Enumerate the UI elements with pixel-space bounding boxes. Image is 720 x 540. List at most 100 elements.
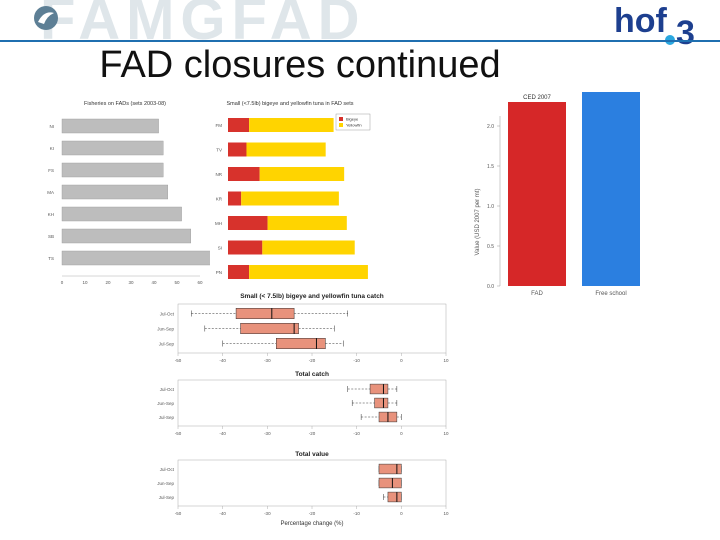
total-catch-boxplot: Total catch Jul-Oct Jun-Sep Jul-Sep -50 -40 -3… bbox=[157, 371, 449, 436]
x-tick-label: 50 bbox=[174, 280, 180, 285]
x-tick-label: -50 bbox=[175, 358, 182, 363]
bigeye-bar bbox=[228, 240, 263, 255]
legend-swatch bbox=[339, 117, 343, 121]
category-label: Jun-Sep bbox=[157, 401, 174, 406]
bigeye-bar bbox=[228, 142, 247, 157]
x-tick-label: -20 bbox=[309, 431, 316, 436]
boxplot-title: Total value bbox=[295, 451, 329, 458]
category-label: Jul-Oct bbox=[160, 467, 175, 472]
header-accent-line bbox=[0, 40, 720, 42]
x-tick-label: 60 bbox=[197, 280, 203, 285]
legend-label: Bigeye bbox=[346, 117, 359, 122]
category-label: NR bbox=[216, 172, 223, 177]
total-value-boxplot: Total value Jul-Oct Jun-Sep Jul-Sep -50 -40 -3… bbox=[157, 451, 449, 527]
bigeye-bar bbox=[228, 216, 268, 230]
category-label: PN bbox=[216, 270, 222, 275]
category-label: NI bbox=[50, 124, 55, 129]
plot-frame bbox=[177, 459, 447, 507]
bar bbox=[61, 206, 182, 222]
category-label: TS bbox=[48, 256, 54, 261]
box bbox=[369, 383, 389, 395]
category-label: MA bbox=[47, 190, 54, 195]
x-tick-label: -40 bbox=[219, 511, 226, 516]
yellowfin-bar bbox=[267, 216, 347, 230]
category-label: KH bbox=[48, 212, 54, 217]
yellowfin-bar bbox=[249, 265, 368, 279]
x-tick-label: 10 bbox=[443, 358, 449, 363]
bar bbox=[61, 118, 159, 134]
category-label: FS bbox=[48, 168, 54, 173]
bar bbox=[582, 92, 640, 286]
x-tick-label: 0 bbox=[400, 511, 403, 516]
bigeye-bar bbox=[228, 167, 260, 181]
box bbox=[276, 338, 326, 349]
yellowfin-bar bbox=[259, 167, 345, 181]
category-label: SB bbox=[48, 234, 54, 239]
x-tick-label: -30 bbox=[264, 358, 271, 363]
x-tick-label: 10 bbox=[82, 280, 88, 285]
category-label: FM bbox=[216, 123, 223, 128]
value-per-mt-bar-chart: Value (USD 2007 per mt) 0.0 0.5 1.0 1.5 2.0 CE… bbox=[475, 92, 640, 297]
category-label: TV bbox=[216, 148, 222, 153]
category-label: KI bbox=[50, 146, 54, 151]
box bbox=[378, 463, 402, 475]
small-tuna-stacked-bar-chart: Small (<7.5lb) bigeye and yellowfin tuna… bbox=[215, 101, 371, 279]
y-tick-label: 0.5 bbox=[487, 244, 494, 250]
x-tick-label: -30 bbox=[264, 431, 271, 436]
box bbox=[387, 491, 402, 503]
x-tick-label: -20 bbox=[309, 511, 316, 516]
legend-box bbox=[335, 113, 371, 131]
bar bbox=[61, 162, 164, 178]
hof3-logo-icon: hof 3 bbox=[614, 2, 695, 48]
category-label: Jun-Sep bbox=[157, 481, 174, 486]
boxplot-title: Total catch bbox=[295, 371, 329, 378]
x-tick-label: 30 bbox=[128, 280, 134, 285]
bigeye-bar bbox=[228, 118, 250, 132]
category-label: Jul-Sep bbox=[159, 342, 175, 347]
category-label: Jul-Sep bbox=[159, 495, 175, 500]
legend-label: Yellowfin bbox=[346, 123, 362, 128]
chart-title: Small (<7.5lb) bigeye and yellowfin tuna… bbox=[226, 101, 353, 107]
bar-value-label: CED 2007 bbox=[523, 95, 551, 101]
header-watermark: FAMGFAD bbox=[40, 0, 366, 52]
svg-text:3: 3 bbox=[676, 14, 695, 48]
box bbox=[374, 397, 389, 409]
y-tick-label: 2.0 bbox=[487, 124, 494, 130]
y-tick-label: 1.5 bbox=[487, 164, 494, 170]
x-tick-label: 10 bbox=[443, 431, 449, 436]
boxplot-title: Small (< 7.5lb) bigeye and yellowfin tun… bbox=[240, 293, 384, 300]
category-label: MH bbox=[215, 221, 222, 226]
category-label: Jul-Oct bbox=[160, 312, 175, 317]
legend-swatch bbox=[339, 123, 343, 127]
category-label: FAD bbox=[531, 291, 543, 297]
yellowfin-bar bbox=[249, 118, 334, 132]
x-axis-label: Percentage change (%) bbox=[280, 521, 343, 527]
bar bbox=[61, 228, 192, 244]
small-tuna-catch-boxplot: Small (< 7.5lb) bigeye and yellowfin tun… bbox=[157, 293, 449, 363]
header-band: FAMGFAD hof 3 bbox=[0, 0, 720, 52]
x-tick-label: 0 bbox=[400, 358, 403, 363]
x-tick-label: 40 bbox=[151, 280, 157, 285]
box bbox=[240, 323, 299, 334]
organization-logo-icon bbox=[34, 6, 58, 30]
bar bbox=[61, 184, 169, 200]
plot-frame bbox=[177, 379, 447, 427]
slide-title: FAD closures continued bbox=[99, 44, 501, 86]
x-tick-label: 0 bbox=[400, 431, 403, 436]
bigeye-bar bbox=[228, 265, 250, 279]
x-tick-label: 0 bbox=[61, 280, 64, 285]
y-tick-label: 1.0 bbox=[487, 204, 494, 210]
bar bbox=[61, 250, 210, 266]
x-tick-label: -40 bbox=[219, 431, 226, 436]
box bbox=[235, 308, 295, 319]
bigeye-bar bbox=[228, 191, 242, 206]
y-tick-label: 0.0 bbox=[487, 284, 494, 290]
category-label: KR bbox=[216, 197, 223, 202]
chart-title: Fisheries on FADs (sets 2003-08) bbox=[84, 101, 166, 107]
x-tick-label: -50 bbox=[175, 431, 182, 436]
yellowfin-bar bbox=[262, 240, 355, 255]
bar bbox=[61, 140, 164, 156]
yellowfin-bar bbox=[246, 142, 326, 157]
x-tick-label: -40 bbox=[219, 358, 226, 363]
x-tick-label: -10 bbox=[353, 511, 360, 516]
